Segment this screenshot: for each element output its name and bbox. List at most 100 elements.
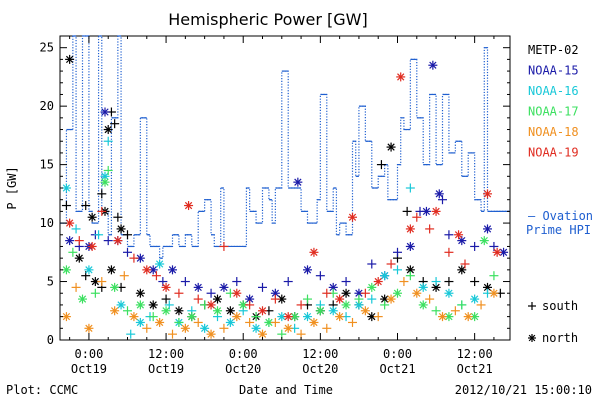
data-point bbox=[168, 265, 177, 275]
data-point bbox=[106, 265, 116, 275]
data-point bbox=[470, 241, 480, 251]
data-point bbox=[258, 306, 267, 316]
data-point bbox=[61, 265, 71, 275]
data-point bbox=[174, 288, 184, 298]
data-point bbox=[187, 312, 197, 322]
data-point bbox=[303, 265, 312, 275]
data-point bbox=[425, 294, 435, 304]
data-point bbox=[444, 230, 454, 240]
data-point bbox=[457, 236, 467, 246]
data-point bbox=[110, 119, 120, 129]
data-point bbox=[87, 241, 97, 251]
data-point bbox=[457, 265, 467, 275]
data-point bbox=[373, 277, 383, 287]
data-point bbox=[193, 294, 203, 304]
legend-north-label: north bbox=[542, 331, 578, 345]
data-point bbox=[97, 189, 107, 199]
x-tick-time: 0:00 bbox=[383, 347, 412, 361]
data-point bbox=[87, 212, 97, 222]
x-tick-date: Oct19 bbox=[148, 362, 184, 376]
y-tick-label: 0 bbox=[47, 333, 54, 347]
data-point bbox=[479, 236, 489, 246]
data-point bbox=[393, 247, 402, 257]
data-point bbox=[283, 277, 293, 287]
y-tick-label: 5 bbox=[47, 275, 54, 289]
data-point bbox=[90, 288, 100, 298]
data-point bbox=[206, 300, 216, 310]
series-noaa-18 bbox=[61, 271, 499, 339]
data-point bbox=[161, 282, 171, 292]
data-point bbox=[393, 265, 402, 275]
data-point bbox=[463, 312, 473, 322]
data-point bbox=[65, 218, 75, 228]
data-point bbox=[399, 277, 409, 287]
data-point bbox=[174, 317, 184, 327]
data-point bbox=[450, 306, 460, 316]
data-point bbox=[168, 329, 177, 339]
data-point bbox=[418, 300, 428, 310]
data-point bbox=[444, 312, 454, 322]
footer-plot-source: Plot: CCMC bbox=[6, 383, 78, 397]
data-point bbox=[476, 300, 486, 310]
data-point bbox=[110, 306, 120, 316]
data-point bbox=[444, 247, 454, 257]
data-point bbox=[380, 300, 390, 310]
data-point bbox=[425, 224, 435, 234]
x-tick-time: 0:00 bbox=[74, 347, 103, 361]
data-point bbox=[315, 271, 325, 281]
data-point bbox=[110, 282, 120, 292]
legend-series-noaa-18: NOAA-18 bbox=[528, 125, 579, 139]
data-point bbox=[380, 271, 390, 281]
data-point bbox=[434, 189, 444, 199]
data-point bbox=[174, 306, 184, 316]
data-point bbox=[258, 282, 267, 292]
data-point bbox=[155, 259, 165, 269]
data-point bbox=[270, 294, 280, 304]
data-point bbox=[148, 300, 158, 310]
y-tick-label: 25 bbox=[40, 41, 54, 55]
data-point bbox=[129, 253, 139, 263]
y-axis-label: P [GW] bbox=[5, 166, 19, 209]
data-point bbox=[65, 236, 75, 246]
x-tick-date: Oct20 bbox=[302, 362, 338, 376]
data-point bbox=[483, 189, 492, 199]
data-point bbox=[303, 294, 312, 304]
data-point bbox=[135, 300, 145, 310]
data-point bbox=[386, 259, 396, 269]
data-point bbox=[412, 212, 422, 222]
data-point bbox=[483, 224, 492, 234]
data-point bbox=[386, 294, 396, 304]
y-tick-label: 15 bbox=[40, 158, 54, 172]
data-point bbox=[431, 306, 441, 316]
legend-south-marker bbox=[528, 302, 536, 310]
data-point bbox=[431, 282, 441, 292]
x-tick-time: 12:00 bbox=[457, 347, 493, 361]
axes: 05101520250:00Oct1912:00Oct190:00Oct2012… bbox=[40, 35, 510, 376]
data-point bbox=[68, 247, 78, 257]
data-point bbox=[367, 294, 377, 304]
data-point bbox=[405, 271, 415, 281]
data-point bbox=[74, 236, 84, 246]
data-point bbox=[219, 241, 229, 251]
data-point bbox=[341, 300, 351, 310]
data-point bbox=[277, 312, 287, 322]
data-point bbox=[135, 317, 145, 327]
data-point bbox=[206, 329, 216, 339]
data-point bbox=[193, 282, 203, 292]
data-point bbox=[232, 312, 242, 322]
data-point bbox=[161, 294, 171, 304]
data-point bbox=[116, 300, 126, 310]
data-point bbox=[213, 294, 222, 304]
legend-south-label: south bbox=[542, 299, 578, 313]
chart-title: Hemispheric Power [GW] bbox=[168, 10, 367, 29]
data-point bbox=[116, 224, 126, 234]
x-tick-time: 0:00 bbox=[229, 347, 258, 361]
data-point bbox=[103, 165, 113, 175]
data-point bbox=[94, 230, 104, 240]
data-point bbox=[119, 271, 129, 281]
data-point bbox=[309, 317, 319, 327]
data-point bbox=[180, 277, 190, 287]
data-point bbox=[428, 60, 438, 70]
data-point bbox=[373, 312, 383, 322]
footer-timestamp: 2012/10/21 15:00:10 bbox=[455, 383, 592, 397]
